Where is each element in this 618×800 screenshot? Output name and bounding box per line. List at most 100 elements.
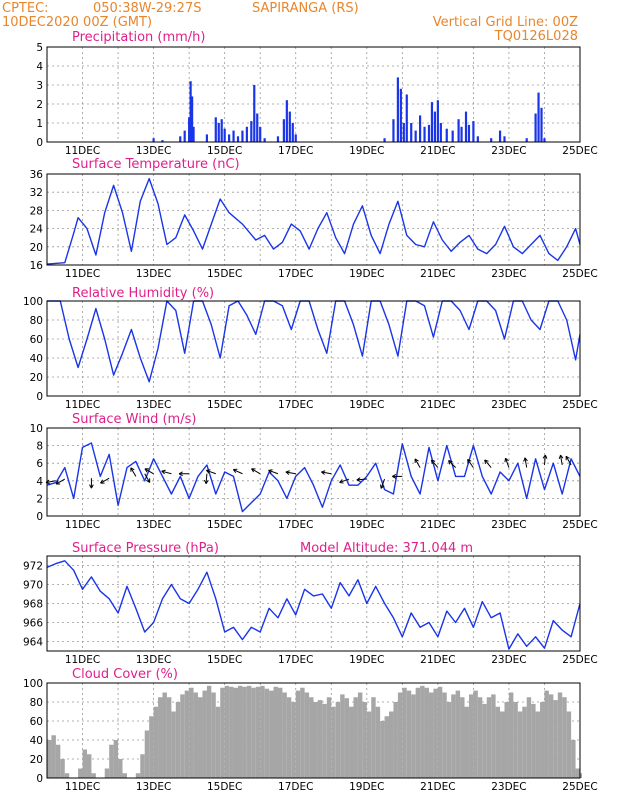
cloud-cover-bar (380, 721, 385, 778)
humidity-y-tick-label: 80 (30, 315, 43, 327)
cloud-cover-bar (91, 773, 96, 778)
precipitation-bar (534, 113, 537, 142)
cloud-cover-x-tick-label: 21DEC (420, 781, 455, 793)
humidity-panel: 0 20 40 60 80 100 11DEC 13DEC 15DEC 17DEC 19DEC 21… (23, 286, 598, 411)
cloud-cover-bar (335, 702, 341, 778)
wind-vector-arrow (467, 458, 474, 468)
cloud-cover-y-tick-label: 60 (30, 716, 43, 728)
wind-title: Surface Wind (m/s) (72, 412, 196, 427)
cloud-cover-bar (113, 740, 119, 778)
wind-vector-arrow (448, 460, 456, 468)
humidity-y-ticks: 0 20 40 60 80 100 (23, 296, 43, 403)
cloud-cover-bar (277, 687, 283, 778)
header: CPTEC: 050:38W-29:27S SAPIRANGA (RS) 10D… (2, 1, 578, 44)
cloud-cover-bar (384, 716, 390, 778)
precipitation-title: Precipitation (mm/h) (72, 30, 205, 45)
cloud-cover-bar (411, 694, 416, 778)
cloud-cover-bar (313, 702, 318, 778)
precipitation-bar (228, 134, 231, 142)
wind-vector-arrow (339, 478, 350, 484)
wind-vector-arrow (484, 459, 492, 468)
cloud-cover-bar (362, 702, 367, 778)
cloud-cover-bar (428, 692, 434, 778)
precipitation-x-tick-label: 23DEC (491, 145, 526, 157)
pressure-x-tick-label: 13DEC (136, 654, 171, 666)
precipitation-bar (232, 130, 235, 142)
cloud-cover-bar (260, 685, 265, 778)
precipitation-bar (263, 138, 266, 142)
pressure-plot-frame (46, 555, 581, 652)
humidity-y-tick-label: 0 (36, 391, 43, 403)
cloud-cover-bar (433, 688, 438, 778)
cloud-cover-y-tick-label: 0 (36, 773, 43, 785)
wind-vector-arrow (321, 470, 332, 475)
cloud-cover-bar (220, 687, 225, 778)
cloud-cover-bar (580, 773, 582, 778)
precipitation-y-tick-label: 0 (36, 137, 43, 149)
humidity-y-tick-label: 100 (23, 296, 43, 308)
cloud-cover-x-ticks: 11DEC 13DEC 15DEC 17DEC 19DEC 21DEC 23DEC 25DEC (65, 781, 598, 793)
cloud-cover-bar (535, 711, 541, 778)
cloud-cover-bar (553, 700, 558, 778)
wind-y-tick-label: 6 (36, 458, 43, 470)
pressure-x-tick-label: 11DEC (65, 654, 100, 666)
cloud-cover-bar (357, 692, 363, 778)
wind-vector-arrow (130, 467, 137, 477)
pressure-x-ticks: 11DEC 13DEC 15DEC 17DEC 19DEC 21DEC 23DEC 25DEC (65, 654, 598, 666)
cloud-cover-bar (393, 702, 398, 778)
cloud-cover-bar (495, 706, 501, 778)
wind-y-tick-label: 8 (36, 441, 43, 453)
cloud-cover-bar (540, 702, 545, 778)
header-code: TQ0126L028 (494, 29, 578, 44)
temperature-x-tick-label: 23DEC (491, 268, 526, 280)
cloud-cover-x-tick-label: 19DEC (349, 781, 384, 793)
precipitation-y-tick-label: 1 (36, 118, 43, 130)
cloud-cover-bar (153, 706, 159, 778)
wind-vector-arrow (161, 469, 172, 475)
cloud-cover-bar (206, 685, 212, 778)
precipitation-y-tick-label: 5 (36, 42, 43, 54)
wind-vector-arrow (206, 469, 216, 475)
precipitation-bar (190, 96, 194, 142)
pressure-y-ticks: 964 966 968 970 972 (23, 561, 43, 649)
wind-x-tick-label: 17DEC (278, 519, 313, 531)
precipitation-bar (467, 124, 471, 142)
model-altitude-note: Model Altitude: 371.044 m (300, 541, 473, 556)
wind-y-tick-label: 4 (36, 476, 43, 488)
cloud-cover-bar (193, 692, 199, 778)
wind-x-tick-label: 19DEC (349, 519, 384, 531)
cloud-cover-bar (264, 688, 270, 778)
cloud-cover-bar (184, 690, 190, 778)
cloud-cover-bar (180, 694, 185, 778)
precipitation-y-tick-label: 3 (36, 80, 43, 92)
precipitation-bar (152, 138, 155, 142)
temperature-x-tick-label: 15DEC (207, 268, 242, 280)
cloud-cover-bar (322, 703, 327, 778)
precipitation-bar (498, 130, 502, 142)
temperature-x-tick-label: 21DEC (420, 268, 455, 280)
cloud-cover-bar (233, 687, 238, 778)
precipitation-bar (543, 138, 546, 142)
cloud-cover-bar (224, 685, 230, 778)
precipitation-bar (288, 111, 291, 142)
cloud-cover-bar (175, 702, 181, 778)
precipitation-bar (192, 126, 195, 142)
cloud-cover-y-tick-label: 40 (30, 735, 43, 747)
cloud-cover-bar (415, 687, 421, 778)
precipitation-bar (525, 138, 528, 142)
temperature-y-tick-label: 28 (30, 205, 43, 217)
cloud-cover-bar (158, 697, 163, 778)
cloud-cover-bar (144, 730, 150, 778)
precipitation-marks (152, 77, 546, 142)
cloud-cover-bar (491, 694, 496, 778)
pressure-x-tick-label: 15DEC (207, 654, 242, 666)
wind-x-tick-label: 11DEC (65, 519, 100, 531)
cloud-cover-bar (317, 700, 323, 778)
wind-vector-arrow (203, 473, 209, 484)
wind-vector-arrow (430, 459, 439, 468)
precipitation-bar (392, 119, 395, 142)
humidity-x-tick-label: 11DEC (65, 399, 100, 411)
cloud-cover-bar (371, 697, 376, 778)
precipitation-bar (540, 107, 543, 142)
cloud-cover-bar (402, 687, 407, 778)
